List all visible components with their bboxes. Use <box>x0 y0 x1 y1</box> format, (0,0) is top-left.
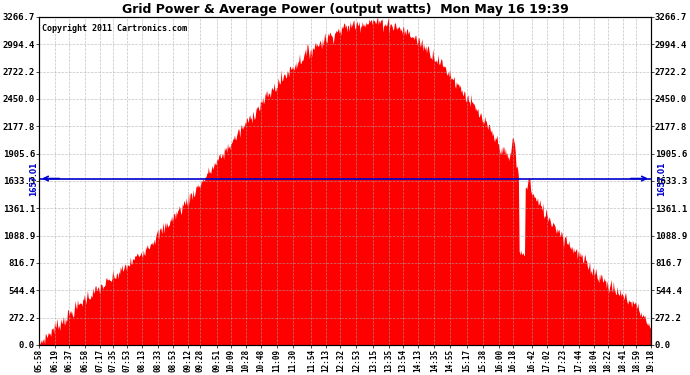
Text: Copyright 2011 Cartronics.com: Copyright 2011 Cartronics.com <box>42 24 187 33</box>
Text: 1657.01: 1657.01 <box>29 161 38 196</box>
Text: 1657.01: 1657.01 <box>657 161 666 196</box>
Title: Grid Power & Average Power (output watts)  Mon May 16 19:39: Grid Power & Average Power (output watts… <box>121 3 569 16</box>
